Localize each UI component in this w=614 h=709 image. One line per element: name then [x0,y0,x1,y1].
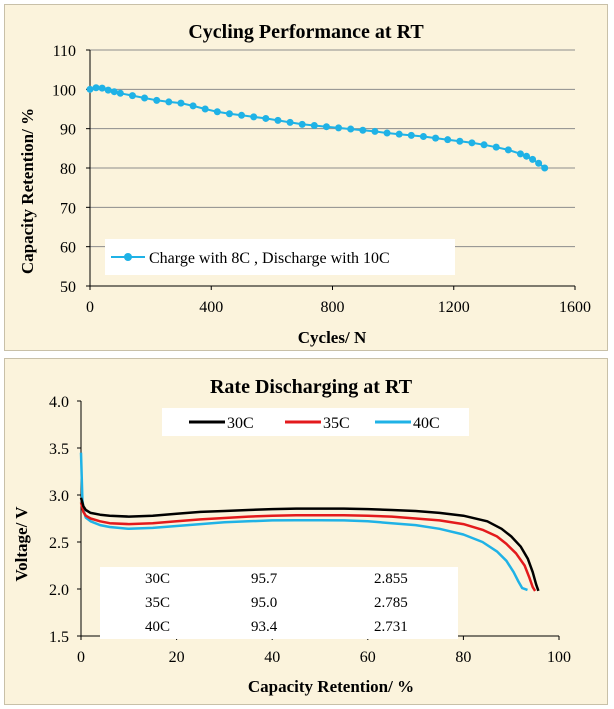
data-point [189,102,197,110]
data-point [523,152,530,160]
x-tick-label: 0 [86,299,94,316]
chart1-xlabel: Cycles/ N [298,328,367,347]
data-point [480,141,488,149]
chart1-legend-marker [124,253,132,261]
data-point [407,131,415,139]
chart2-legend-label-35c: 35C [323,415,350,432]
data-point [529,155,537,163]
y-tick-label: 2.0 [49,582,69,599]
y-tick-label: 80 [60,161,76,178]
data-point [395,130,403,138]
data-point [335,124,343,132]
x-tick-label: 100 [547,649,571,666]
table-cell: 40C [145,619,170,635]
series-line-40c [79,452,528,592]
data-point [98,84,106,92]
x-tick-label: 80 [455,649,471,666]
data-point [432,134,440,142]
data-point [262,114,270,122]
x-tick-label: 1200 [438,299,470,316]
chart1-legend: Charge with 8C , Discharge with 10C [105,239,455,275]
table-cell: 2.785 [374,595,408,611]
chart2-title: Rate Discharging at RT [210,376,413,398]
chart2-xlabel: Capacity Retention/ % [248,677,414,696]
rate-discharging-panel: Rate Discharging at RT 1.5 2.0 2.5 3.0 3.5 4.… [4,358,608,705]
data-point [516,150,524,158]
y-tick-label: 50 [60,279,76,296]
chart2-legend-label-40c: 40C [413,415,440,432]
cycling-performance-chart: Cycling Performance at RT 50 60 70 80 90 100 1… [18,21,591,347]
chart2-ylabel: Voltage/ V [12,506,31,582]
series-line-30c [79,497,540,592]
y-tick-label: 3.5 [49,441,69,458]
x-tick-label: 40 [264,649,280,666]
data-point [213,108,221,116]
chart1-ylabel: Capacity Retention/ % [18,108,37,274]
chart2-summary-table: 30C 95.7 2.855 35C 95.0 2.785 40C 93.4 2… [100,567,458,639]
y-tick-label: 100 [52,82,76,99]
y-tick-label: 2.5 [49,535,69,552]
data-point [153,96,161,104]
table-cell: 2.731 [374,619,408,635]
data-point [250,113,258,121]
data-point [383,129,391,137]
x-tick-label: 1600 [559,299,591,316]
data-point [104,86,112,94]
data-point [92,84,100,92]
data-point [371,127,379,135]
y-tick-label: 4.0 [49,394,69,411]
data-point [535,159,543,167]
table-cell: 35C [145,595,170,611]
cycling-performance-panel: Cycling Performance at RT 50 60 70 80 90 100 1… [4,4,608,351]
data-point [504,146,512,154]
data-point [492,143,500,151]
y-tick-label: 70 [60,200,76,217]
x-tick-label: 400 [199,299,223,316]
data-point [322,123,330,131]
data-point [274,116,282,124]
table-cell: 95.7 [251,571,278,587]
table-cell: 95.0 [251,595,277,611]
data-point [116,89,124,97]
data-point [310,122,318,130]
chart2-legend-label-30c: 30C [227,415,254,432]
data-point [177,99,185,107]
data-point [456,137,464,145]
table-cell: 93.4 [251,619,278,635]
data-point [298,120,306,128]
x-tick-label: 60 [360,649,376,666]
series-line-35c [79,502,537,592]
data-point [86,85,94,93]
data-point [201,105,209,113]
data-point [238,111,246,119]
data-point [359,126,367,134]
x-tick-label: 0 [77,649,85,666]
y-tick-label: 1.5 [49,629,69,646]
chart1-legend-box [105,239,455,275]
y-tick-label: 90 [60,122,76,139]
data-point [468,139,476,147]
chart2-legend: 30C 35C 40C [162,408,469,436]
data-point [347,125,355,133]
y-tick-label: 3.0 [49,488,69,505]
data-point [165,98,173,106]
data-point [128,92,136,100]
y-tick-label: 110 [53,43,76,60]
chart1-title: Cycling Performance at RT [188,21,424,43]
table-cell: 30C [145,571,170,587]
data-point [419,133,427,141]
table-cell: 2.855 [374,571,408,587]
data-point [110,88,118,96]
chart1-legend-label: Charge with 8C , Discharge with 10C [149,250,390,267]
data-point [141,94,149,102]
y-tick-label: 60 [60,240,76,257]
data-point [444,136,452,144]
data-point [286,118,294,126]
data-point [225,110,233,118]
chart2-table-box [100,567,458,639]
x-tick-label: 20 [169,649,185,666]
data-point [541,164,549,172]
x-tick-label: 800 [321,299,345,316]
rate-discharging-chart: Rate Discharging at RT 1.5 2.0 2.5 3.0 3.5 4.… [12,376,571,696]
